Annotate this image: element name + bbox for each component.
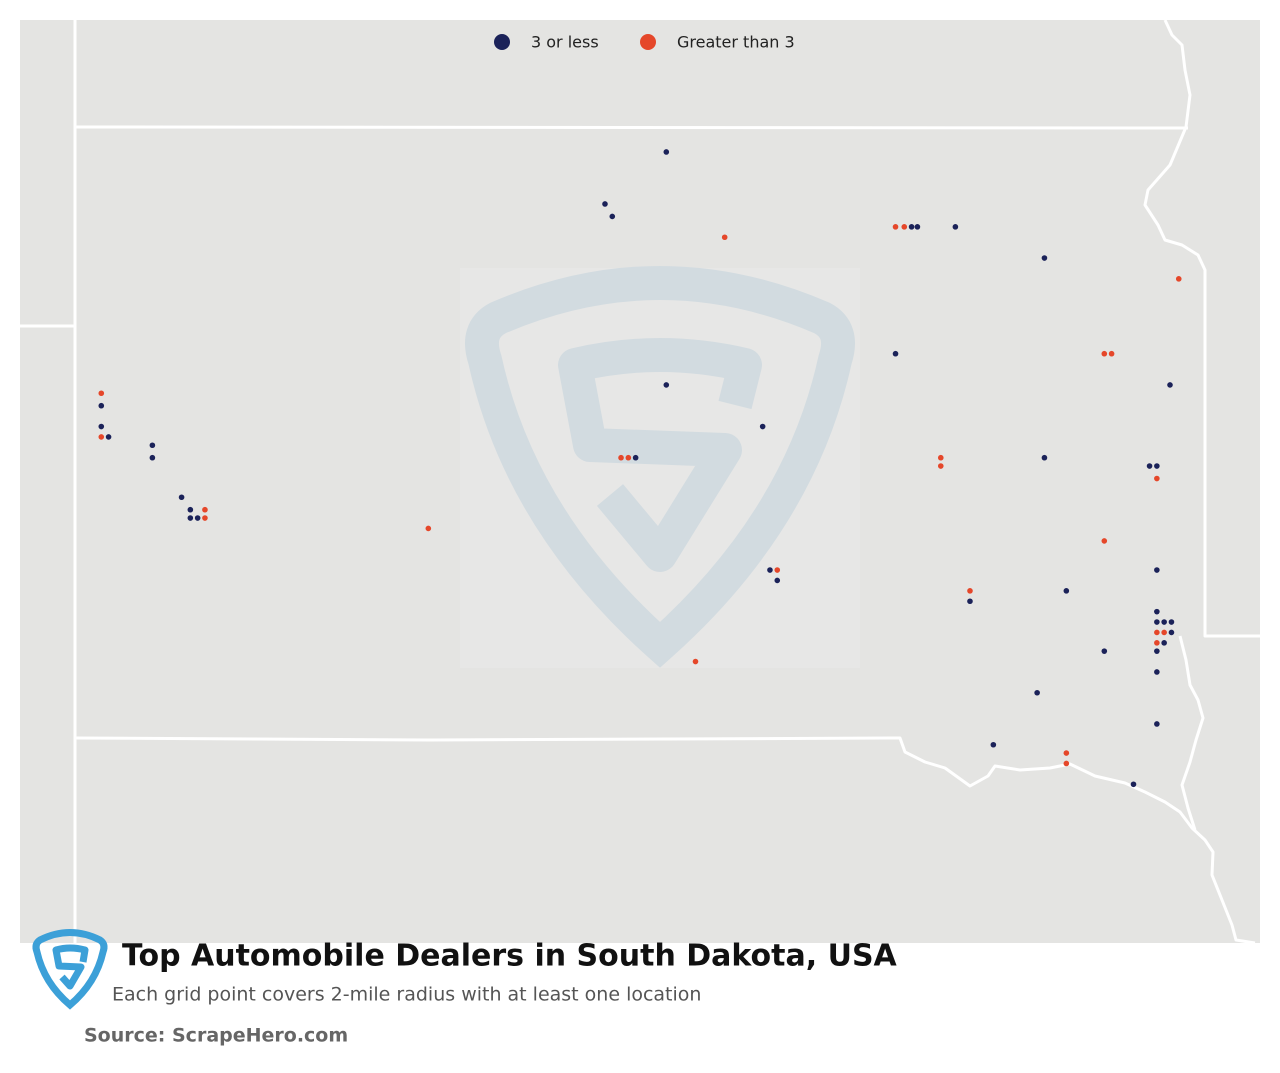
- logo-shield: [32, 929, 108, 1010]
- location-point: [990, 741, 997, 748]
- location-point: [967, 598, 973, 605]
- location-point: [952, 224, 959, 230]
- logo-s: [52, 944, 89, 990]
- location-point: [625, 454, 632, 461]
- location-point: [1168, 619, 1175, 625]
- location-point: [1154, 475, 1160, 482]
- location-point: [1034, 689, 1040, 696]
- location-point: [892, 350, 899, 357]
- location-point: [1154, 608, 1160, 615]
- location-point: [1041, 255, 1048, 261]
- legend: 3 or less Greater than 3: [494, 33, 795, 52]
- location-point: [1063, 760, 1070, 767]
- location-point: [1101, 648, 1108, 654]
- legend-swatch: [640, 34, 656, 50]
- location-point: [721, 234, 728, 241]
- location-point: [1063, 750, 1070, 756]
- location-point: [1146, 463, 1153, 469]
- border: [1178, 635, 1205, 831]
- location-point: [1063, 588, 1070, 594]
- location-point: [609, 213, 616, 220]
- location-point: [914, 224, 921, 230]
- watermark-shield: [465, 266, 855, 668]
- location-point: [759, 423, 766, 430]
- watermark: [460, 266, 860, 668]
- border: [1143, 19, 1260, 638]
- watermark-s: [558, 338, 762, 572]
- location-point: [692, 658, 699, 665]
- location-point: [663, 149, 670, 155]
- location-point: [194, 515, 201, 521]
- subtitle: Each grid point covers 2-mile radius wit…: [112, 984, 701, 1006]
- location-point: [1154, 640, 1160, 646]
- legend-label: 3 or less: [531, 33, 599, 52]
- location-point: [774, 567, 781, 573]
- border: [74, 125, 1189, 130]
- location-point: [98, 434, 105, 440]
- source: Source: ScrapeHero.com: [84, 1025, 348, 1047]
- location-point: [632, 454, 639, 461]
- location-point: [98, 390, 105, 397]
- location-point: [1154, 567, 1160, 573]
- location-point: [98, 402, 105, 409]
- legend-label: Greater than 3: [677, 33, 795, 52]
- location-point: [1154, 629, 1160, 636]
- location-point: [149, 442, 156, 449]
- points: [98, 149, 1182, 788]
- location-point: [149, 454, 156, 461]
- location-point: [908, 224, 915, 230]
- location-point: [1161, 619, 1167, 625]
- location-point: [1154, 619, 1160, 625]
- location-point: [1161, 629, 1167, 636]
- location-point: [618, 454, 624, 461]
- border: [74, 736, 1256, 945]
- location-point: [202, 506, 208, 513]
- location-point: [1101, 538, 1108, 544]
- location-point: [202, 515, 208, 521]
- location-point: [901, 224, 908, 230]
- location-point: [1154, 721, 1160, 727]
- location-point: [1168, 629, 1175, 636]
- location-point: [1101, 350, 1108, 357]
- location-point: [892, 224, 899, 230]
- location-point: [602, 201, 608, 207]
- location-point: [98, 423, 105, 430]
- location-point: [937, 463, 944, 469]
- location-point: [937, 454, 944, 461]
- location-point: [1154, 648, 1160, 654]
- location-point: [1130, 781, 1137, 788]
- location-point: [1154, 669, 1160, 675]
- location-point: [967, 588, 973, 594]
- location-point: [1167, 382, 1173, 388]
- state-borders: [20, 19, 1260, 945]
- location-point: [1154, 463, 1160, 469]
- footer-logo: [32, 929, 108, 1010]
- legend-swatch: [494, 34, 510, 50]
- title: Top Automobile Dealers in South Dakota, …: [122, 939, 898, 974]
- location-point: [178, 494, 185, 501]
- location-point: [105, 434, 112, 440]
- location-point: [187, 506, 194, 513]
- location-point: [767, 567, 773, 573]
- location-point: [663, 382, 670, 388]
- location-point: [187, 515, 194, 521]
- location-point: [1108, 350, 1115, 357]
- location-point: [1161, 640, 1167, 646]
- location-point: [425, 525, 432, 532]
- location-point: [774, 577, 781, 584]
- location-point: [1041, 454, 1048, 461]
- location-point: [1175, 276, 1182, 282]
